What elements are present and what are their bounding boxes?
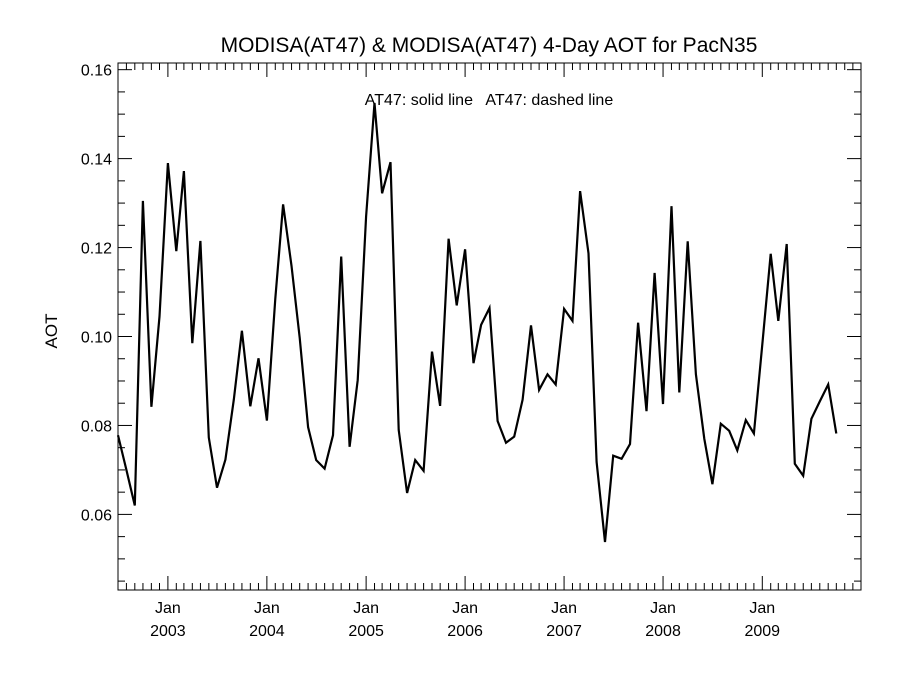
y-tick-label: 0.06 <box>81 507 112 524</box>
chart-title: MODISA(AT47) & MODISA(AT47) 4-Day AOT fo… <box>221 34 758 57</box>
x-tick-label-month: Jan <box>254 600 280 617</box>
series-annotation: AT47: solid line AT47: dashed line <box>365 92 614 109</box>
x-tick-label-year: 2004 <box>249 623 285 640</box>
y-tick-label: 0.10 <box>81 330 112 347</box>
y-axis: 0.06 0.08 0.10 0.12 0.14 0.16 <box>81 63 861 582</box>
x-tick-label-month: Jan <box>155 600 181 617</box>
x-tick-label-year: 2005 <box>348 623 384 640</box>
series-line-solid <box>116 102 838 543</box>
x-tick-label-month: Jan <box>452 600 478 617</box>
x-tick-label-month: Jan <box>353 600 379 617</box>
x-tick-label-year: 2003 <box>150 623 186 640</box>
x-tick-label-month: Jan <box>749 600 775 617</box>
x-tick-label-year: 2009 <box>744 623 780 640</box>
y-tick-label: 0.08 <box>81 418 112 435</box>
x-tick-label-month: Jan <box>551 600 577 617</box>
x-tick-label-year: 2008 <box>645 623 681 640</box>
y-tick-label: 0.14 <box>81 152 112 169</box>
x-tick-label-year: 2007 <box>546 623 582 640</box>
x-axis: Jan 2003 Jan 2004 Jan 2005 Jan 2006 Jan 2007 Jan 20… <box>117 63 854 640</box>
y-tick-label: 0.16 <box>81 63 112 80</box>
x-tick-label-year: 2006 <box>447 623 483 640</box>
x-tick-label-month: Jan <box>650 600 676 617</box>
series-layer <box>116 102 838 543</box>
y-tick-label: 0.12 <box>81 241 112 258</box>
y-axis-label: AOT <box>42 314 61 349</box>
